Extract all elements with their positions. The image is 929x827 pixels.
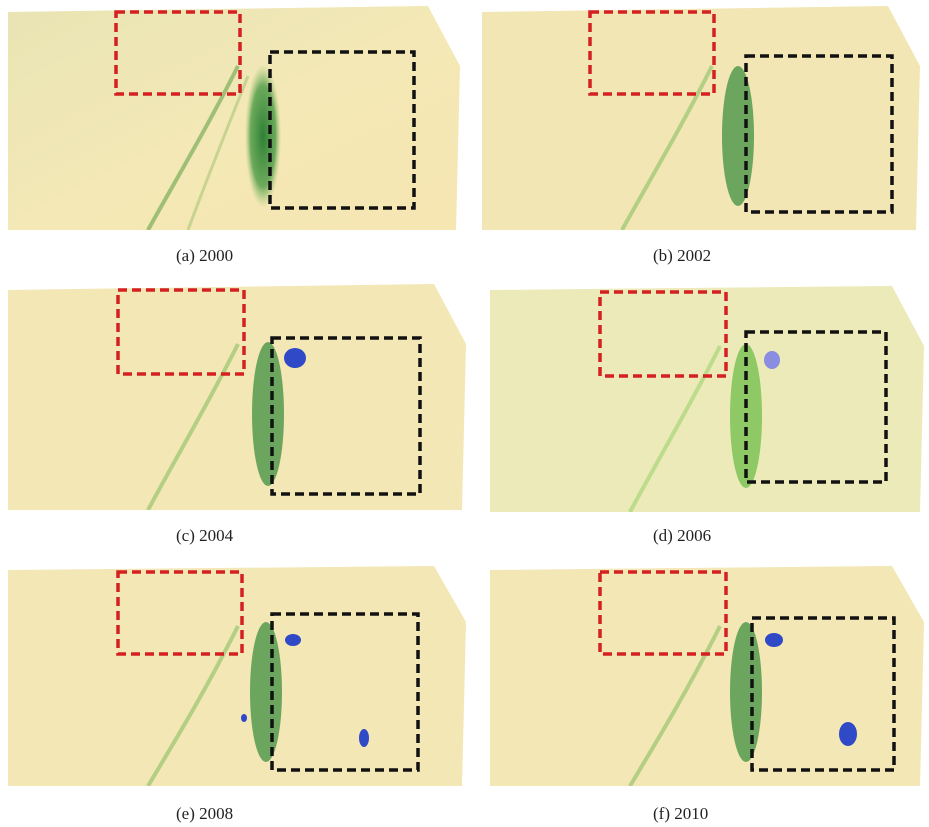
caption-e: (e) 2008 <box>176 804 234 823</box>
red-box <box>598 290 728 378</box>
water-body <box>241 714 247 722</box>
red-box <box>114 10 242 96</box>
panel-e <box>8 566 468 786</box>
black-box <box>270 612 420 772</box>
caption-d: (d) 2006 <box>653 526 712 545</box>
water-body <box>765 633 783 647</box>
black-box <box>744 54 894 214</box>
satellite-image-d <box>490 286 924 512</box>
red-box <box>116 570 244 656</box>
panel-c <box>8 284 468 510</box>
satellite-image-e <box>8 566 466 786</box>
panel-f <box>490 566 926 786</box>
red-box <box>116 288 246 376</box>
satellite-image-a <box>8 6 460 230</box>
panel-d <box>490 286 926 512</box>
water-body <box>839 722 857 746</box>
red-box <box>588 10 716 96</box>
panel-a <box>8 6 462 230</box>
black-box <box>744 330 888 484</box>
satellite-image-f <box>490 566 924 786</box>
caption-c: (c) 2004 <box>176 526 234 545</box>
water-body <box>359 729 369 747</box>
black-box <box>268 50 416 210</box>
black-box <box>750 616 896 772</box>
black-box <box>270 336 422 496</box>
water-body <box>285 634 301 646</box>
red-box <box>598 570 728 656</box>
caption-a: (a) 2000 <box>176 246 234 265</box>
caption-b: (b) 2002 <box>653 246 712 265</box>
water-body <box>284 348 306 368</box>
water-body <box>764 351 780 369</box>
panel-b <box>482 6 922 230</box>
satellite-image-b <box>482 6 920 230</box>
satellite-image-c <box>8 284 466 510</box>
caption-f: (f) 2010 <box>653 804 709 823</box>
